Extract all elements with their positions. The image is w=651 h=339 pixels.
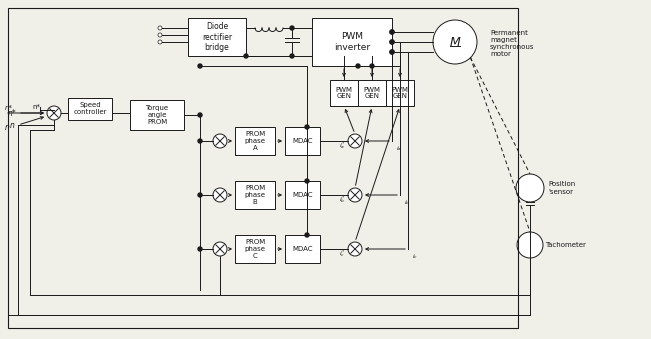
- Circle shape: [390, 40, 394, 44]
- Text: $i_c^*$: $i_c^*$: [339, 248, 346, 259]
- Circle shape: [158, 33, 162, 37]
- Circle shape: [158, 26, 162, 30]
- Text: PROM
phase
C: PROM phase C: [245, 239, 266, 259]
- Text: PWM
GEN: PWM GEN: [335, 86, 352, 100]
- Bar: [386, 80, 414, 106]
- Circle shape: [158, 40, 162, 44]
- Text: n*: n*: [8, 108, 16, 118]
- Text: PWM
GEN: PWM GEN: [363, 86, 380, 100]
- Circle shape: [390, 50, 394, 54]
- Text: Permanent
magnet
synchronous
motor: Permanent magnet synchronous motor: [490, 30, 534, 57]
- Text: $i_b$: $i_b$: [404, 199, 410, 207]
- Circle shape: [433, 20, 477, 64]
- Bar: [235, 235, 275, 263]
- Bar: [285, 181, 320, 209]
- Circle shape: [348, 188, 362, 202]
- Text: n*: n*: [32, 104, 40, 110]
- Bar: [330, 80, 358, 106]
- Text: MDAC: MDAC: [292, 246, 312, 252]
- Circle shape: [213, 134, 227, 148]
- Circle shape: [47, 106, 61, 120]
- Circle shape: [244, 54, 248, 58]
- Circle shape: [290, 54, 294, 58]
- Bar: [8, 8, 518, 328]
- Bar: [130, 100, 184, 130]
- Text: $i_b^*$: $i_b^*$: [339, 195, 346, 205]
- Text: Diode
rectifier
bridge: Diode rectifier bridge: [202, 22, 232, 52]
- Circle shape: [517, 232, 543, 258]
- Text: $i_a^*$: $i_a^*$: [339, 141, 346, 152]
- Bar: [358, 80, 386, 106]
- Text: Torque
angle
PROM: Torque angle PROM: [145, 105, 169, 125]
- Circle shape: [390, 30, 394, 34]
- Circle shape: [290, 26, 294, 30]
- Circle shape: [390, 50, 394, 54]
- Bar: [312, 18, 392, 66]
- Bar: [285, 235, 320, 263]
- Text: n*: n*: [5, 105, 13, 111]
- Circle shape: [305, 125, 309, 129]
- Circle shape: [198, 247, 202, 251]
- Bar: [188, 18, 246, 56]
- Circle shape: [213, 188, 227, 202]
- Circle shape: [390, 40, 394, 44]
- Circle shape: [305, 233, 309, 237]
- Bar: [235, 181, 275, 209]
- Circle shape: [370, 64, 374, 68]
- Text: n: n: [5, 122, 10, 132]
- Text: M: M: [450, 36, 460, 48]
- Bar: [68, 98, 112, 120]
- Circle shape: [213, 242, 227, 256]
- Text: PWM
inverter: PWM inverter: [334, 32, 370, 52]
- Text: MDAC: MDAC: [292, 192, 312, 198]
- Circle shape: [198, 193, 202, 197]
- Circle shape: [516, 174, 544, 202]
- Text: $i_c$: $i_c$: [412, 253, 418, 261]
- Text: n: n: [10, 120, 14, 129]
- Text: $i_a$: $i_a$: [396, 144, 402, 154]
- Circle shape: [390, 30, 394, 34]
- Text: Speed
controller: Speed controller: [74, 102, 107, 116]
- Circle shape: [198, 139, 202, 143]
- Text: PWM
GEN: PWM GEN: [391, 86, 408, 100]
- Circle shape: [198, 64, 202, 68]
- Text: Position
'sensor: Position 'sensor: [548, 181, 575, 195]
- Circle shape: [356, 64, 360, 68]
- Bar: [285, 127, 320, 155]
- Bar: [235, 127, 275, 155]
- Circle shape: [198, 113, 202, 117]
- Text: MDAC: MDAC: [292, 138, 312, 144]
- Circle shape: [348, 242, 362, 256]
- Text: Tachometer: Tachometer: [545, 242, 586, 248]
- Text: PROM
phase
B: PROM phase B: [245, 185, 266, 205]
- Text: PROM
phase
A: PROM phase A: [245, 131, 266, 151]
- Circle shape: [305, 179, 309, 183]
- Circle shape: [348, 134, 362, 148]
